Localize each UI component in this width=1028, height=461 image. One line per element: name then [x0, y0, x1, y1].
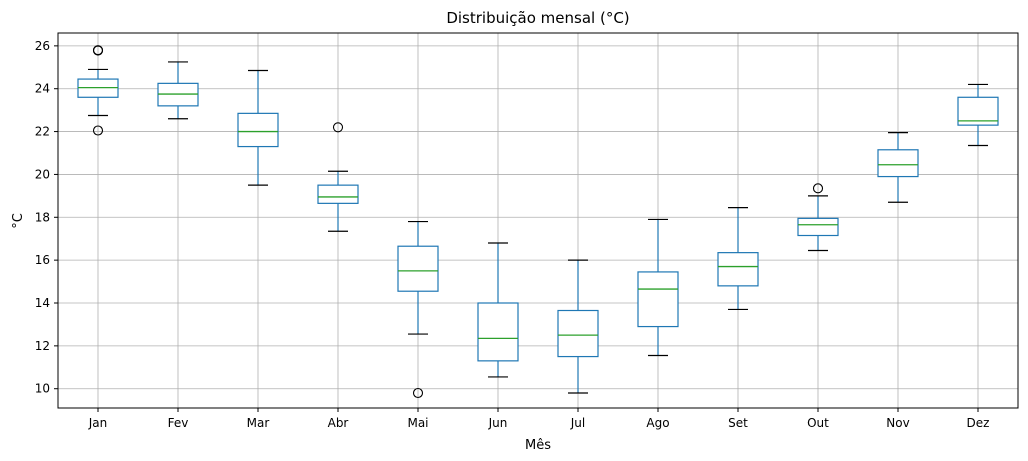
y-tick-label: 22: [35, 125, 50, 139]
box-fev: [157, 61, 199, 120]
box-nov: [877, 132, 919, 203]
x-tick-label-out: Out: [807, 416, 829, 430]
y-tick-label: 16: [35, 253, 50, 267]
boxes-layer: [77, 45, 999, 399]
x-tick-label-ago: Ago: [646, 416, 669, 430]
outlier-point: [812, 183, 824, 194]
y-tick-label: 10: [35, 382, 50, 396]
outlier-point: [332, 122, 344, 133]
iqr-box: [237, 112, 279, 148]
box-abr: [317, 122, 359, 232]
iqr-box: [477, 302, 519, 362]
outlier-point: [92, 125, 104, 136]
x-tick-label-set: Set: [728, 416, 748, 430]
y-tick-label: 24: [35, 82, 50, 96]
iqr-box: [877, 149, 919, 178]
iqr-box: [637, 271, 679, 328]
y-tick-label: 20: [35, 167, 50, 181]
y-axis-label: °C: [11, 213, 26, 229]
box-out: [797, 183, 839, 252]
x-tick-label-mar: Mar: [247, 416, 270, 430]
box-jan: [77, 45, 119, 136]
box-mai: [397, 220, 439, 399]
x-tick-label-fev: Fev: [168, 416, 189, 430]
grid-layer: [58, 33, 1018, 408]
x-tick-label-jul: Jul: [570, 416, 585, 430]
iqr-box: [557, 309, 599, 358]
box-jul: [557, 259, 599, 394]
y-tick-label: 14: [35, 296, 50, 310]
outlier-point: [92, 45, 104, 56]
x-tick-label-nov: Nov: [886, 416, 909, 430]
y-tick-label: 26: [35, 39, 50, 53]
box-dez: [957, 83, 999, 147]
x-tick-label-jun: Jun: [488, 416, 508, 430]
iqr-box: [797, 217, 839, 237]
ticks-layer: 10 12 14 16 18 20 22 24 26 Jan Fev Mar Abr Mai Jun Jul A…: [35, 39, 990, 430]
iqr-box: [397, 245, 439, 292]
y-tick-label: 18: [35, 210, 50, 224]
x-tick-label-mai: Mai: [407, 416, 428, 430]
x-tick-label-dez: Dez: [967, 416, 990, 430]
box-ago: [637, 218, 679, 357]
plot-frame: [57, 32, 1019, 409]
x-tick-label-abr: Abr: [328, 416, 349, 430]
x-axis-label: Mês: [525, 438, 551, 453]
x-tick-label-jan: Jan: [88, 416, 108, 430]
outlier-point: [412, 387, 424, 399]
iqr-box: [717, 252, 759, 287]
box-mar: [237, 69, 279, 186]
box-jun: [477, 242, 519, 378]
chart-title: Distribuição mensal (°C): [446, 9, 629, 27]
iqr-box: [317, 184, 359, 204]
box-set: [717, 207, 759, 311]
y-tick-label: 12: [35, 339, 50, 353]
